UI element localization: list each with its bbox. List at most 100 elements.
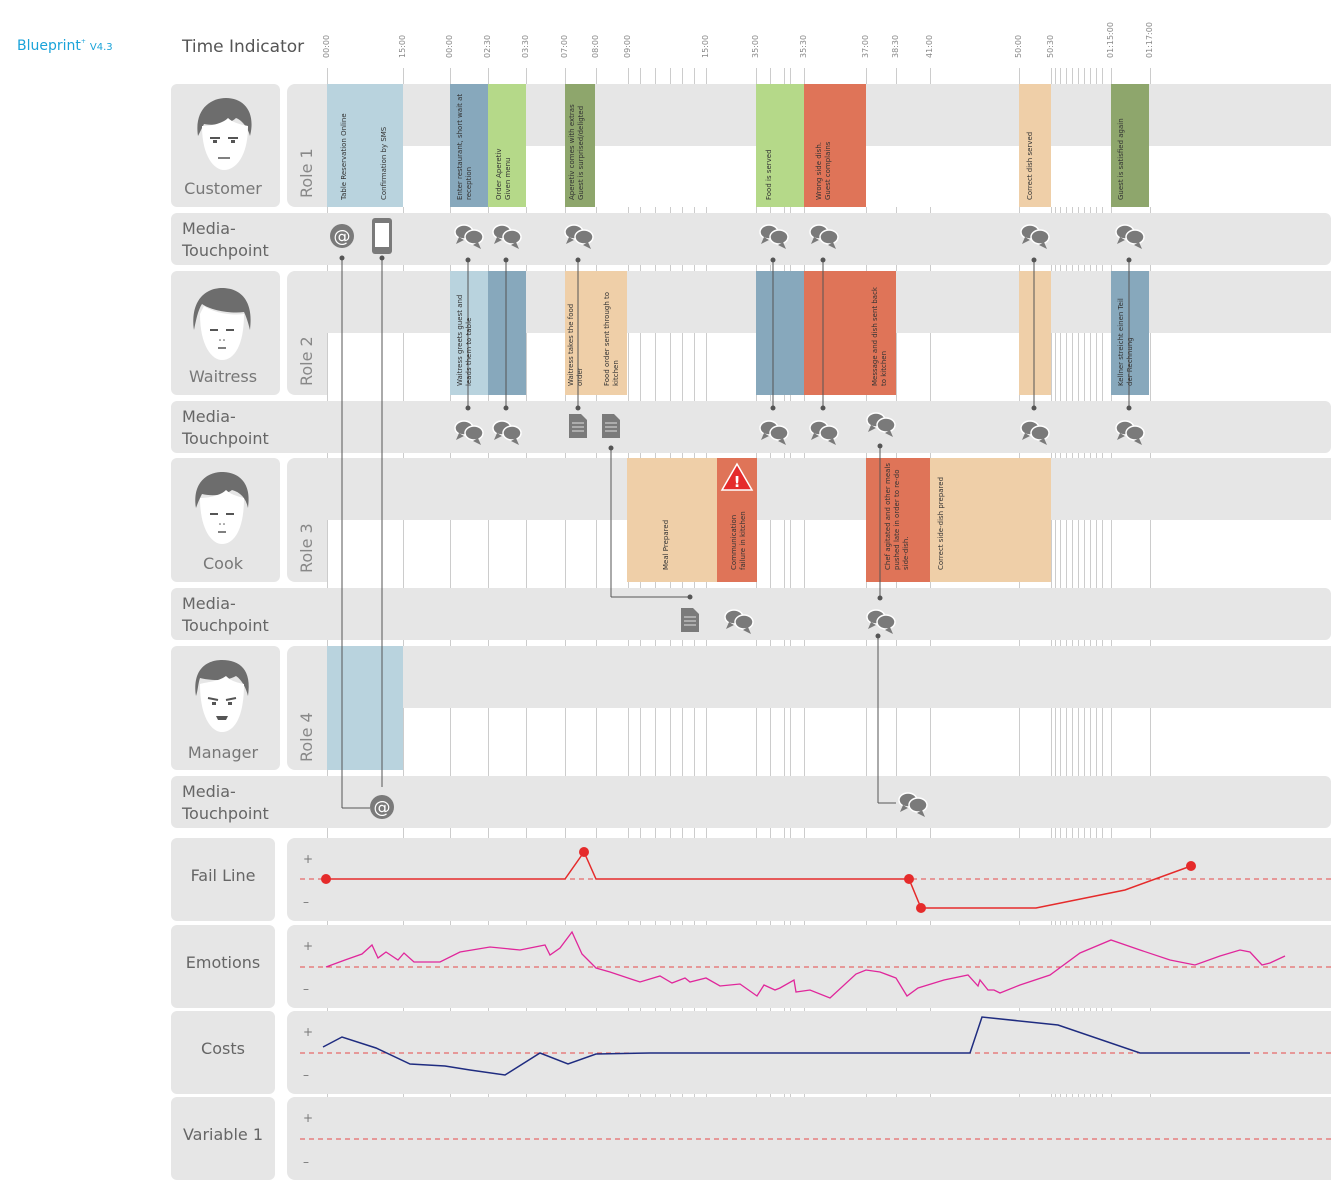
role-box-2 <box>287 271 327 395</box>
metric-label-variable-1: Variable 1 <box>182 1125 264 1144</box>
role3-block-chef <box>866 458 930 582</box>
connector-dot <box>687 594 693 600</box>
fail-line-point <box>904 874 914 884</box>
speech-bubbles-icon <box>1020 224 1050 249</box>
costs-minus: – <box>303 1068 309 1082</box>
at-sign-icon: @ <box>370 795 394 819</box>
brand-version: V4.3 <box>89 42 113 53</box>
connector-dot <box>1126 257 1132 263</box>
speech-bubbles-icon <box>492 224 522 249</box>
waitress-face-icon <box>193 288 251 360</box>
persona-name-manager: Manager <box>187 743 259 762</box>
connector-dot <box>1031 405 1037 411</box>
connector-dot <box>465 257 471 263</box>
costs-plus: + <box>303 1025 314 1039</box>
speech-bubbles-icon <box>866 609 896 634</box>
connector-dot <box>877 443 883 449</box>
connector-dot <box>575 405 581 411</box>
connector-dot <box>820 405 826 411</box>
role1-block-reservation <box>327 84 403 207</box>
time-indicator-label: Time Indicator <box>182 37 305 57</box>
speech-bubbles-icon <box>866 412 896 437</box>
speech-bubbles-icon <box>564 224 594 249</box>
connector-dot <box>875 633 881 639</box>
touchpoint-lane-3 <box>171 588 1331 640</box>
metric-card-fail-line <box>171 838 275 921</box>
role2-block-message <box>804 271 896 395</box>
connector-dot <box>1031 257 1037 263</box>
speech-bubbles-icon <box>898 792 928 817</box>
svg-text:@: @ <box>374 798 391 818</box>
speech-bubbles-icon <box>454 224 484 249</box>
metric-card-variable-1 <box>171 1097 275 1180</box>
connector-dot <box>465 405 471 411</box>
customer-face-icon <box>197 98 252 170</box>
speech-bubbles-icon <box>759 224 789 249</box>
variable-minus: – <box>303 1155 309 1169</box>
role2-block-serve <box>756 271 804 395</box>
persona-name-cook: Cook <box>202 554 243 573</box>
manager-face-icon <box>195 660 249 732</box>
connector-dot <box>820 257 826 263</box>
emotions-plus: + <box>303 939 314 953</box>
speech-bubbles-icon <box>759 420 789 445</box>
svg-text:!: ! <box>734 473 741 491</box>
connector-dot <box>575 257 581 263</box>
role-3-band <box>327 458 1331 520</box>
metric-label-emotions: Emotions <box>185 953 261 972</box>
speech-bubbles-icon <box>809 224 839 249</box>
connector-dot <box>339 255 345 261</box>
role2-block-greet <box>450 271 488 395</box>
connector-dot <box>608 445 614 451</box>
fail-plus: + <box>303 852 314 866</box>
speech-bubbles-icon <box>1115 420 1145 445</box>
connector-dot <box>770 257 776 263</box>
role3-block-correct <box>930 458 1051 582</box>
role1-block-aperetiv <box>565 84 595 207</box>
role3-block-meal <box>627 458 717 582</box>
metric-card-costs <box>171 1011 275 1094</box>
connector-dot <box>770 405 776 411</box>
speech-bubbles-icon <box>724 609 754 634</box>
role1-block-satisfied <box>1111 84 1149 207</box>
role-box-3 <box>287 458 327 582</box>
role1-block-enter <box>450 84 488 207</box>
document-icon <box>602 414 620 438</box>
role2-block-blue <box>488 271 526 395</box>
metric-label-costs: Costs <box>201 1039 245 1058</box>
speech-bubbles-icon <box>1020 420 1050 445</box>
role-box-4 <box>287 646 327 770</box>
role1-block-food-served <box>756 84 804 207</box>
connector-dot <box>379 255 385 261</box>
persona-name-customer: Customer <box>184 179 262 198</box>
brand-name: Blueprint <box>17 38 81 54</box>
metric-card-emotions <box>171 925 275 1008</box>
touchpoint-label-1: Media- Touchpoint <box>182 219 269 260</box>
fail-minus: – <box>303 895 309 909</box>
smartphone-icon <box>372 218 392 254</box>
role-box-1 <box>287 84 327 207</box>
warning-icon: ! <box>720 462 754 491</box>
fail-line-point <box>321 874 331 884</box>
speech-bubbles-icon <box>492 420 522 445</box>
role-4-band <box>327 646 1331 708</box>
touchpoint-lane-4 <box>171 776 1331 828</box>
emotions-minus: – <box>303 982 309 996</box>
brand-logo: Blueprint+V4.3 <box>17 38 113 54</box>
metric-label-fail-line: Fail Line <box>190 866 256 885</box>
cook-face-icon <box>195 472 249 544</box>
connector-dot <box>503 257 509 263</box>
emotions-series <box>325 930 1286 999</box>
role2-block-order <box>565 271 627 395</box>
role1-block-order <box>488 84 526 207</box>
touchpoint-label-4: Media- Touchpoint <box>182 782 269 823</box>
speech-bubbles-icon <box>809 420 839 445</box>
touchpoint-label-2: Media- Touchpoint <box>182 407 269 448</box>
role1-block-wrong-dish <box>804 84 866 207</box>
connector-dot <box>877 595 883 601</box>
connector-dot <box>503 405 509 411</box>
persona-name-waitress: Waitress <box>188 367 258 386</box>
connector-dot <box>1126 405 1132 411</box>
touchpoint-label-3: Media- Touchpoint <box>182 594 269 635</box>
